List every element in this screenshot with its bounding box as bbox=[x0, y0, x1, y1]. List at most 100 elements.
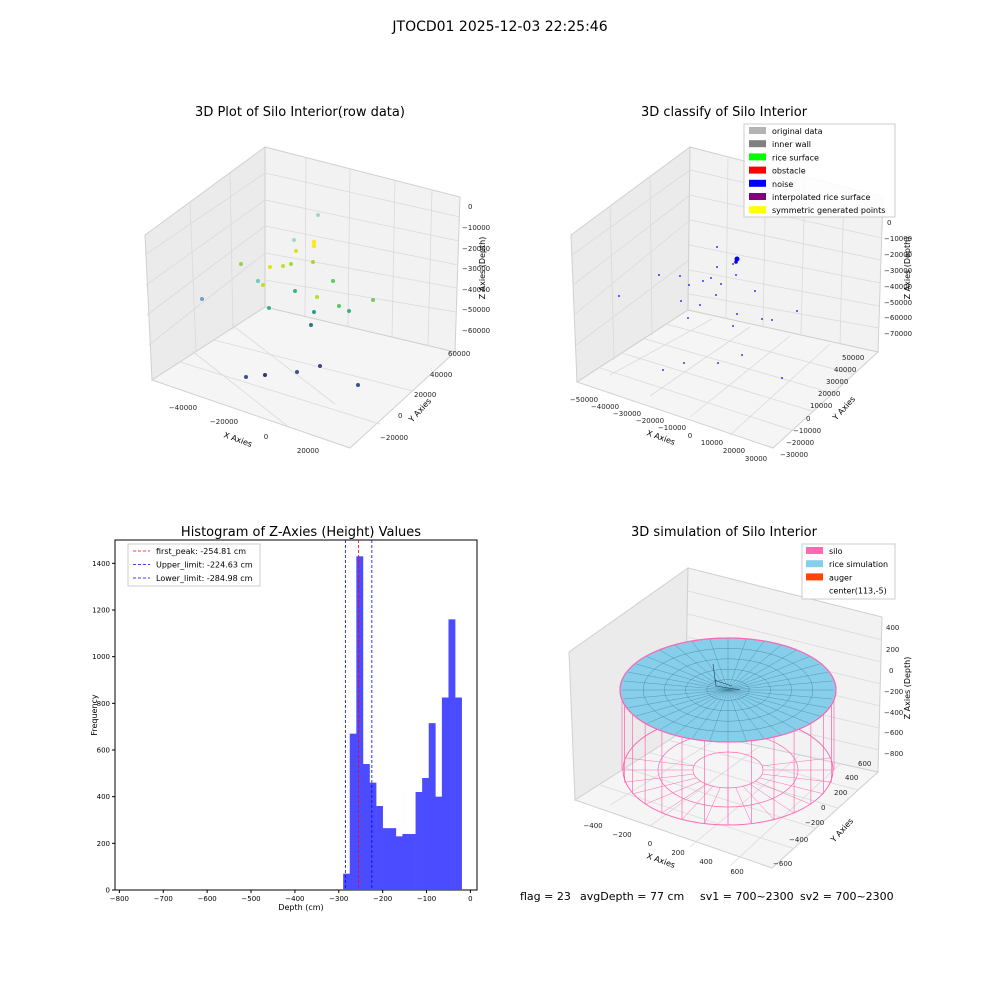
panel-title: Histogram of Z-Axies (Height) Values bbox=[181, 525, 421, 540]
y-tick: 50000 bbox=[842, 354, 864, 362]
legend-swatch bbox=[806, 547, 823, 554]
histogram-bar bbox=[343, 873, 351, 890]
data-point bbox=[683, 362, 685, 364]
silo-spoke bbox=[749, 783, 795, 814]
silo-spoke bbox=[704, 787, 721, 824]
data-point bbox=[331, 279, 335, 283]
y-tick: 20000 bbox=[414, 391, 436, 399]
rice-mesh-spoke bbox=[659, 689, 729, 730]
legend-swatch bbox=[749, 127, 766, 134]
x-tick: −40000 bbox=[169, 404, 197, 412]
histogram-bar bbox=[382, 828, 390, 890]
panel-histogram: Histogram of Z-Axies (Height) Values −80… bbox=[90, 525, 478, 912]
histogram-bar bbox=[395, 836, 403, 890]
data-point bbox=[771, 319, 773, 321]
legend-label: first_peak: -254.81 cm bbox=[156, 547, 246, 556]
y-tick: 0 bbox=[398, 412, 402, 420]
rice-mesh-spoke bbox=[709, 638, 729, 691]
histogram-bar bbox=[428, 723, 436, 890]
data-point bbox=[371, 298, 375, 302]
raw-points bbox=[200, 213, 375, 387]
x-axis-label: X Axies bbox=[222, 430, 253, 449]
rice-surface-mesh bbox=[622, 638, 834, 742]
histogram-legend: first_peak: -254.81 cm Upper_limit: -224.… bbox=[127, 543, 261, 587]
z-tick: 400 bbox=[886, 624, 899, 632]
data-point bbox=[732, 325, 734, 327]
rice-mesh-spoke bbox=[674, 689, 729, 736]
legend-swatch bbox=[749, 179, 766, 187]
x-tick: 400 bbox=[699, 858, 712, 866]
rice-mesh-spoke bbox=[628, 672, 729, 691]
data-point bbox=[734, 260, 738, 264]
y-tick-label: 1400 bbox=[92, 560, 110, 568]
histogram-bar bbox=[455, 697, 462, 890]
silo-spoke bbox=[632, 777, 697, 795]
x-tick: −20000 bbox=[636, 417, 664, 425]
rice-mesh-spoke bbox=[727, 689, 797, 730]
x-tick: 20000 bbox=[297, 447, 319, 455]
data-point bbox=[680, 300, 682, 302]
legend-label: silo bbox=[829, 547, 843, 556]
histogram-bar bbox=[415, 792, 423, 890]
panel-title: 3D simulation of Silo Interior bbox=[631, 525, 818, 540]
y-tick: −30000 bbox=[780, 451, 808, 459]
silo-spoke bbox=[624, 773, 694, 783]
histogram-bar bbox=[441, 697, 449, 890]
legend-swatch bbox=[749, 193, 766, 200]
data-point bbox=[716, 246, 718, 248]
z-tick: −400 bbox=[884, 709, 903, 717]
data-point bbox=[662, 369, 664, 371]
z-tick: −600 bbox=[884, 729, 903, 737]
x-tick-label: −300 bbox=[329, 895, 348, 903]
y-tick: 0 bbox=[806, 415, 810, 423]
rice-mesh-spoke bbox=[727, 689, 782, 736]
y-tick-label: 800 bbox=[97, 700, 110, 708]
data-point bbox=[337, 304, 341, 308]
x-tick-label: −800 bbox=[110, 895, 129, 903]
y-tick: −200 bbox=[805, 819, 824, 827]
data-point bbox=[761, 318, 763, 320]
floor-pane bbox=[575, 309, 880, 449]
x-tick: 20000 bbox=[723, 447, 745, 455]
data-point bbox=[295, 370, 299, 374]
rice-mesh-spoke bbox=[727, 644, 782, 691]
y-tick-label: 600 bbox=[97, 747, 110, 755]
histogram-bar bbox=[376, 806, 383, 890]
y-tick: 400 bbox=[845, 774, 858, 782]
legend-swatch bbox=[749, 140, 766, 148]
x-tick-label: −200 bbox=[373, 895, 392, 903]
histogram-bar bbox=[389, 828, 397, 890]
rice-mesh-spoke bbox=[709, 689, 729, 742]
rice-mesh-spoke bbox=[646, 656, 729, 691]
z-tick: 200 bbox=[886, 646, 899, 654]
y-tick: −20000 bbox=[786, 439, 814, 447]
data-point bbox=[717, 362, 719, 364]
grid-lines bbox=[144, 157, 461, 429]
silo-spoke bbox=[624, 757, 694, 767]
data-point bbox=[294, 249, 298, 253]
data-point bbox=[312, 310, 316, 314]
rice-mesh-spoke bbox=[659, 650, 729, 691]
x-tick-label: −400 bbox=[285, 895, 304, 903]
y-tick-label: 1200 bbox=[92, 607, 110, 615]
data-point bbox=[699, 304, 701, 306]
x-ticks: −800 −700 −600 −500 −400 −300 −200 −100 0 bbox=[110, 890, 473, 903]
data-point bbox=[256, 279, 260, 283]
z-tick: −30000 bbox=[462, 265, 490, 273]
rice-mesh-spoke bbox=[674, 644, 729, 691]
data-point bbox=[318, 364, 322, 368]
noise-points bbox=[618, 246, 798, 379]
sv1-value: sv1 = 700~2300 bbox=[700, 890, 794, 903]
data-point bbox=[267, 306, 271, 310]
legend-swatch bbox=[806, 573, 823, 581]
silo-spoke bbox=[645, 781, 701, 805]
data-point bbox=[268, 265, 272, 269]
data-point bbox=[796, 310, 798, 312]
z-tick: 0 bbox=[889, 667, 893, 675]
x-tick: −200 bbox=[612, 831, 631, 839]
rice-mesh-spoke bbox=[646, 689, 729, 724]
data-point bbox=[315, 295, 319, 299]
y-tick: 40000 bbox=[834, 366, 856, 374]
y-tick: 600 bbox=[858, 760, 871, 768]
data-point bbox=[356, 383, 360, 387]
